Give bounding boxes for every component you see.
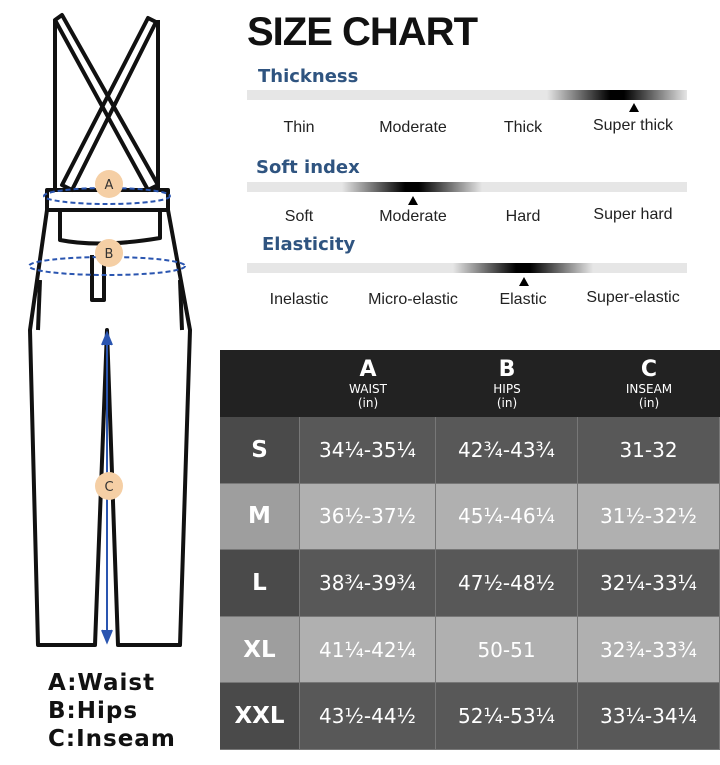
measure-marker-c: C [95,472,123,500]
measure-marker-a: A [95,170,123,198]
measurement-cell: 43½-44½ [300,683,436,750]
scale-level: Thick [503,119,543,136]
table-row: M 36½-37½ 45¼-46¼ 31½-32½ [220,483,720,551]
measurement-cell: 32¼-33¼ [578,550,720,617]
table-header: A WAIST (in) B HIPS (in) C INSEAM (in) [220,350,720,417]
header-waist: A WAIST (in) [349,357,387,410]
size-label: L [220,550,300,617]
table-row: L 38¾-39¾ 47½-48½ 32¼-33¼ [220,550,720,617]
size-label: XL [220,616,300,684]
measurement-cell: 34¼-35¼ [300,417,436,484]
thickness-title: Thickness [258,66,359,87]
svg-text:B: B [105,247,114,262]
thickness-scale-bar [247,90,687,100]
soft-index-title: Soft index [256,157,360,178]
size-table: A WAIST (in) B HIPS (in) C INSEAM (in) S 34¼-35… [220,350,720,750]
scale-level: Super thick [592,117,674,134]
elasticity-indicator-icon [519,277,529,286]
scale-level: Hard [505,208,541,225]
size-label: M [220,483,300,551]
page-title: SIZE CHART [247,10,478,54]
elasticity-scale-bar [247,263,687,273]
measurement-cell: 52¼-53¼ [436,683,578,750]
scale-level: Super-elastic [586,289,680,306]
scale-level: Micro-elastic [368,291,458,308]
legend-inseam: C:Inseam [48,726,176,752]
legend-hips: B:Hips [48,698,139,724]
scale-level: Moderate [379,119,447,136]
table-row: S 34¼-35¼ 42¾-43¾ 31-32 [220,417,720,484]
elasticity-title: Elasticity [262,234,356,255]
scale-level: Thin [283,119,315,136]
header-hips: B HIPS (in) [493,357,521,410]
soft-index-scale-bar [247,182,687,192]
legend-waist: A:Waist [48,670,156,696]
soft-index-indicator-icon [408,196,418,205]
scale-level: Soft [284,208,314,225]
svg-text:A: A [105,178,114,193]
measure-marker-b: B [95,239,123,267]
scale-level: Elastic [499,291,547,308]
measurement-cell: 38¾-39¾ [300,550,436,617]
table-row: XL 41¼-42¼ 50-51 32¾-33¾ [220,616,720,684]
header-inseam: C INSEAM (in) [625,357,673,410]
measurement-cell: 31-32 [578,417,720,484]
size-label: S [220,417,300,484]
table-row: XXL 43½-44½ 52¼-53¼ 33¼-34¼ [220,683,720,750]
scale-level: Super hard [593,206,673,223]
size-label: XXL [220,683,300,750]
measurement-cell: 42¾-43¾ [436,417,578,484]
scale-level: Moderate [379,208,447,225]
thickness-indicator-icon [629,103,639,112]
overalls-illustration: A B C [28,13,192,647]
measurement-cell: 50-51 [436,616,578,684]
measurement-cell: 36½-37½ [300,483,436,551]
measurement-cell: 41¼-42¼ [300,616,436,684]
svg-text:C: C [104,480,113,495]
measurement-cell: 45¼-46¼ [436,483,578,551]
measurement-cell: 31½-32½ [578,483,720,551]
measurement-cell: 47½-48½ [436,550,578,617]
measurement-cell: 33¼-34¼ [578,683,720,750]
measurement-cell: 32¾-33¾ [578,616,720,684]
scale-level: Inelastic [269,291,329,308]
